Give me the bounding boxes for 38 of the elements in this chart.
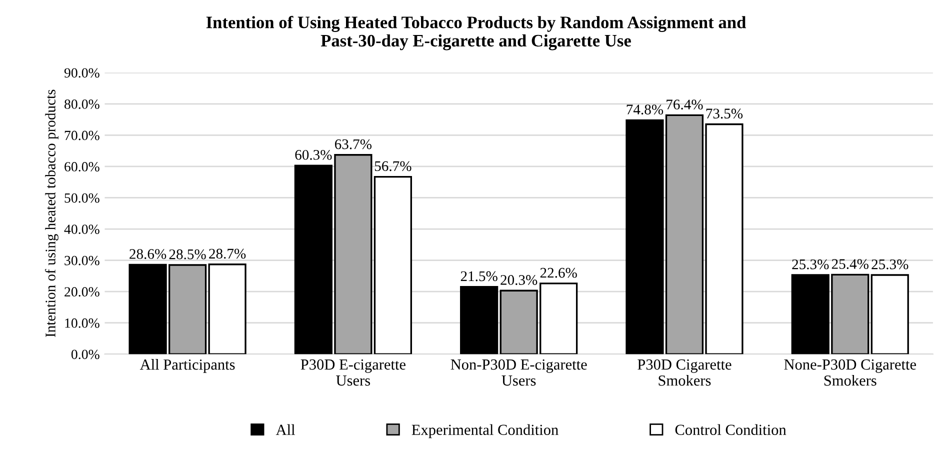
x-tick-label: P30D E-cigarette Users bbox=[300, 359, 406, 386]
y-tick-label: 80.0% bbox=[64, 100, 100, 109]
legend-label: All bbox=[276, 424, 295, 435]
bar bbox=[460, 286, 498, 354]
data-label: 25.3% bbox=[792, 259, 829, 270]
data-label: 63.7% bbox=[334, 139, 372, 150]
data-label: 28.6% bbox=[130, 249, 166, 259]
data-label: 22.6% bbox=[540, 268, 577, 278]
x-tick-label: P30D Cigarette Smokers bbox=[638, 359, 732, 386]
data-label: 73.5% bbox=[706, 108, 743, 119]
legend-label: Control Condition bbox=[675, 424, 786, 436]
y-tick-label: 0.0% bbox=[71, 350, 100, 360]
data-label: 21.5% bbox=[460, 271, 498, 282]
y-tick-label: 30.0% bbox=[64, 256, 100, 266]
data-label: 56.7% bbox=[374, 161, 412, 172]
chart-title: Intention of Using Heated Tobacco Products by Random Assignment and Past-30-day E-cigarette and Cigarette Use bbox=[206, 16, 746, 50]
data-label: 76.4% bbox=[666, 100, 703, 110]
data-label: 28.5% bbox=[169, 249, 206, 260]
y-tick-label: 10.0% bbox=[65, 318, 100, 328]
legend-label: Experimental Condition bbox=[412, 424, 558, 438]
y-tick-label: 60.0% bbox=[64, 162, 100, 172]
y-tick-label: 50.0% bbox=[64, 193, 100, 203]
x-tick-label: All Participants bbox=[140, 358, 235, 373]
y-tick-label: 40.0% bbox=[64, 224, 100, 234]
data-label: 74.8% bbox=[626, 104, 664, 115]
bar bbox=[870, 274, 909, 354]
data-label: 25.4% bbox=[832, 259, 868, 270]
y-axis-title: Intention of using heated tobacco products bbox=[45, 90, 58, 337]
data-label: 25.3% bbox=[872, 259, 908, 270]
y-tick-label: 20.0% bbox=[64, 287, 100, 297]
data-label: 20.3% bbox=[500, 275, 538, 285]
y-tick-label: 70.0% bbox=[64, 130, 100, 140]
x-tick-label: Non-P30D E-cigarette Users bbox=[450, 359, 587, 386]
bar bbox=[374, 176, 412, 354]
data-label: 60.3% bbox=[295, 150, 332, 160]
x-tick-label: None-P30D Cigarette Smokers bbox=[784, 359, 916, 386]
y-tick-label: 90.0% bbox=[64, 68, 100, 78]
data-label: 28.7% bbox=[209, 248, 246, 259]
